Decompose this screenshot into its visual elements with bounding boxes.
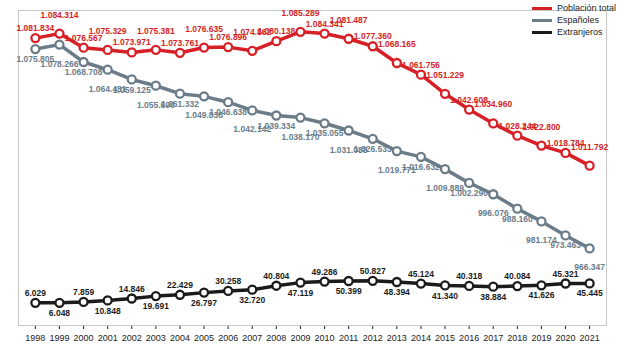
svg-text:1.026.533: 1.026.533: [353, 143, 392, 154]
svg-text:2016: 2016: [459, 333, 479, 343]
svg-text:19.691: 19.691: [143, 301, 169, 311]
svg-text:14.846: 14.846: [119, 284, 145, 294]
svg-text:2008: 2008: [266, 333, 286, 343]
svg-text:1.078.266: 1.078.266: [41, 59, 79, 69]
svg-text:1.046.638: 1.046.638: [209, 107, 248, 118]
svg-text:1.061.756: 1.061.756: [402, 60, 440, 70]
svg-text:2010: 2010: [315, 333, 335, 343]
svg-text:1.076.896: 1.076.896: [209, 32, 248, 43]
svg-text:966.347: 966.347: [574, 262, 605, 272]
svg-text:1.035.055: 1.035.055: [305, 128, 344, 139]
svg-text:1.073.971: 1.073.971: [113, 37, 151, 47]
svg-text:2012: 2012: [363, 333, 383, 343]
svg-text:10.848: 10.848: [95, 306, 121, 316]
svg-text:981.174: 981.174: [526, 235, 557, 245]
svg-text:2005: 2005: [194, 333, 214, 343]
svg-text:1.028.244: 1.028.244: [498, 120, 537, 131]
svg-text:6.048: 6.048: [49, 308, 71, 318]
svg-text:1.055.690: 1.055.690: [137, 100, 175, 110]
svg-text:38.884: 38.884: [480, 292, 506, 302]
svg-text:2003: 2003: [146, 333, 166, 343]
svg-text:6.029: 6.029: [25, 288, 47, 298]
svg-text:7.859: 7.859: [73, 287, 95, 297]
svg-text:1.042.142: 1.042.142: [233, 124, 271, 134]
html-text:Extranjeros: Extranjeros: [557, 27, 603, 37]
svg-text:2014: 2014: [411, 333, 431, 343]
svg-text:1.049.838: 1.049.838: [185, 110, 223, 120]
svg-text:49.286: 49.286: [312, 267, 338, 277]
svg-text:1.031.088: 1.031.088: [330, 145, 368, 155]
svg-text:1.068.165: 1.068.165: [378, 39, 416, 49]
svg-text:1.084.341: 1.084.341: [305, 18, 344, 29]
svg-text:988.160: 988.160: [502, 213, 533, 224]
svg-text:1.068.708: 1.068.708: [64, 67, 103, 77]
svg-text:1.042.608: 1.042.608: [450, 94, 489, 105]
svg-text:1.059.125: 1.059.125: [112, 84, 151, 95]
svg-text:22.429: 22.429: [167, 280, 193, 290]
svg-text:1.051.229: 1.051.229: [426, 70, 464, 80]
svg-text:1.016.632: 1.016.632: [402, 161, 440, 172]
html-text:Población total: Población total: [557, 3, 616, 13]
svg-text:2018: 2018: [507, 333, 527, 343]
svg-text:2002: 2002: [122, 333, 142, 343]
svg-text:1.018.784: 1.018.784: [546, 137, 585, 148]
svg-text:32.720: 32.720: [239, 295, 265, 305]
svg-text:1998: 1998: [25, 333, 45, 343]
svg-text:2006: 2006: [218, 333, 238, 343]
svg-text:50.399: 50.399: [336, 286, 362, 296]
svg-text:1.076.635: 1.076.635: [185, 24, 223, 34]
svg-text:2020: 2020: [556, 333, 576, 343]
svg-text:40.084: 40.084: [504, 271, 530, 281]
svg-text:1.081.834: 1.081.834: [16, 23, 54, 33]
svg-text:41.340: 41.340: [432, 291, 458, 301]
svg-text:40.804: 40.804: [263, 271, 289, 281]
svg-text:1.084.314: 1.084.314: [41, 10, 79, 20]
svg-text:1.051.332: 1.051.332: [161, 98, 199, 109]
svg-text:1.019.771: 1.019.771: [378, 165, 416, 175]
svg-text:1.085.289: 1.085.289: [282, 8, 320, 18]
svg-text:1.077.360: 1.077.360: [353, 31, 392, 42]
svg-text:2001: 2001: [98, 333, 118, 343]
svg-text:1.009.889: 1.009.889: [426, 183, 464, 193]
svg-text:45.445: 45.445: [577, 288, 603, 298]
svg-text:2019: 2019: [531, 333, 551, 343]
svg-text:2009: 2009: [290, 333, 310, 343]
svg-text:1.038.170: 1.038.170: [282, 132, 320, 142]
svg-text:2013: 2013: [387, 333, 407, 343]
svg-text:1.074.862: 1.074.862: [233, 27, 271, 37]
html-text:Españoles: Españoles: [557, 15, 599, 25]
svg-text:1.076.567: 1.076.567: [64, 32, 103, 43]
svg-text:48.394: 48.394: [384, 287, 410, 297]
svg-text:2000: 2000: [74, 333, 94, 343]
svg-text:2015: 2015: [435, 333, 455, 343]
svg-text:1.073.761: 1.073.761: [161, 38, 199, 48]
svg-text:1.081.487: 1.081.487: [330, 15, 368, 25]
svg-text:26.797: 26.797: [191, 298, 217, 308]
svg-text:1.011.792: 1.011.792: [571, 142, 609, 152]
svg-text:1.075.381: 1.075.381: [137, 26, 175, 36]
svg-text:2007: 2007: [242, 333, 262, 343]
svg-text:2017: 2017: [483, 333, 503, 343]
svg-text:1999: 1999: [49, 333, 69, 343]
svg-text:30.258: 30.258: [215, 276, 241, 286]
svg-text:1.075.805: 1.075.805: [16, 54, 55, 65]
svg-text:2021: 2021: [580, 333, 600, 343]
svg-text:2011: 2011: [339, 333, 358, 343]
svg-text:996.076: 996.076: [478, 208, 509, 218]
svg-text:2004: 2004: [170, 333, 190, 343]
svg-text:41.626: 41.626: [528, 290, 554, 300]
svg-text:1.075.329: 1.075.329: [89, 26, 127, 36]
svg-text:45.321: 45.321: [553, 269, 579, 279]
svg-text:45.124: 45.124: [408, 269, 434, 279]
svg-text:973.463: 973.463: [550, 240, 581, 251]
svg-text:1.080.138: 1.080.138: [257, 26, 296, 37]
svg-text:50.827: 50.827: [360, 266, 386, 276]
svg-text:1.064.481: 1.064.481: [89, 84, 127, 94]
svg-text:40.318: 40.318: [456, 271, 482, 281]
svg-text:1.002.290: 1.002.290: [450, 188, 489, 198]
svg-text:47.119: 47.119: [288, 288, 314, 298]
svg-text:1.022.800: 1.022.800: [523, 122, 561, 132]
svg-text:1.034.960: 1.034.960: [474, 99, 512, 109]
svg-text:1.039.334: 1.039.334: [257, 120, 296, 131]
